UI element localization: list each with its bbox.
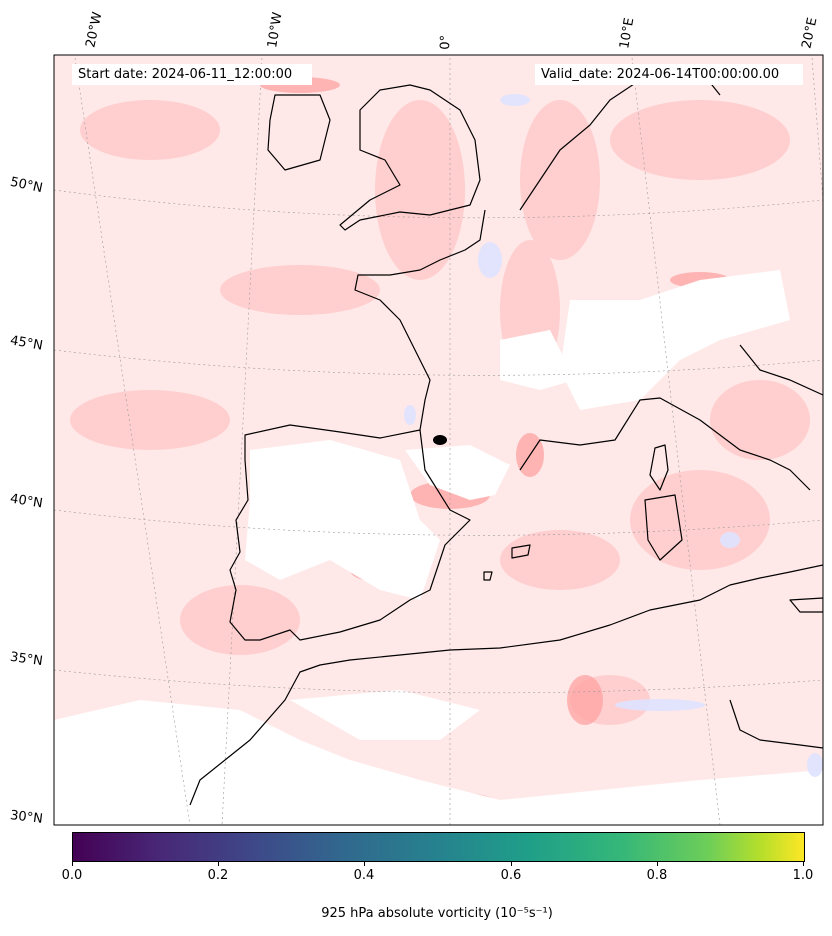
start-date-label: Start date: 2024-06-11_12:00:00 (78, 67, 293, 82)
colorbar-tick-label: 0.6 (500, 868, 522, 883)
colorbar-tickmark (803, 861, 804, 866)
colorbar-tick-label: 0.4 (353, 868, 375, 883)
colorbar (72, 832, 805, 862)
colorbar-tickmark (511, 861, 512, 866)
map-frame (53, 54, 824, 826)
colorbar-tick-label: 0.2 (207, 868, 229, 883)
valid-date-box (535, 64, 803, 85)
colorbar-tick-label: 0.0 (61, 868, 83, 883)
colorbar-title: 925 hPa absolute vorticity (10⁻⁵s⁻¹) (321, 906, 553, 921)
center-marker (433, 435, 447, 445)
negative-vorticity-patches (404, 94, 823, 777)
start-date-box (72, 64, 312, 85)
colorbar-tickmark (657, 861, 658, 866)
colorbar-tick-label: 1.0 (792, 868, 814, 883)
colorbar-tickmark (218, 861, 219, 866)
valid-date-label: Valid_date: 2024-06-14T00:00:00.00 (541, 67, 780, 82)
colorbar-tick-label: 0.8 (646, 868, 668, 883)
masked-white-regions (54, 270, 823, 825)
colorbar-tickmark (72, 861, 73, 866)
colorbar-tickmark (364, 861, 365, 866)
graticule (54, 57, 823, 825)
